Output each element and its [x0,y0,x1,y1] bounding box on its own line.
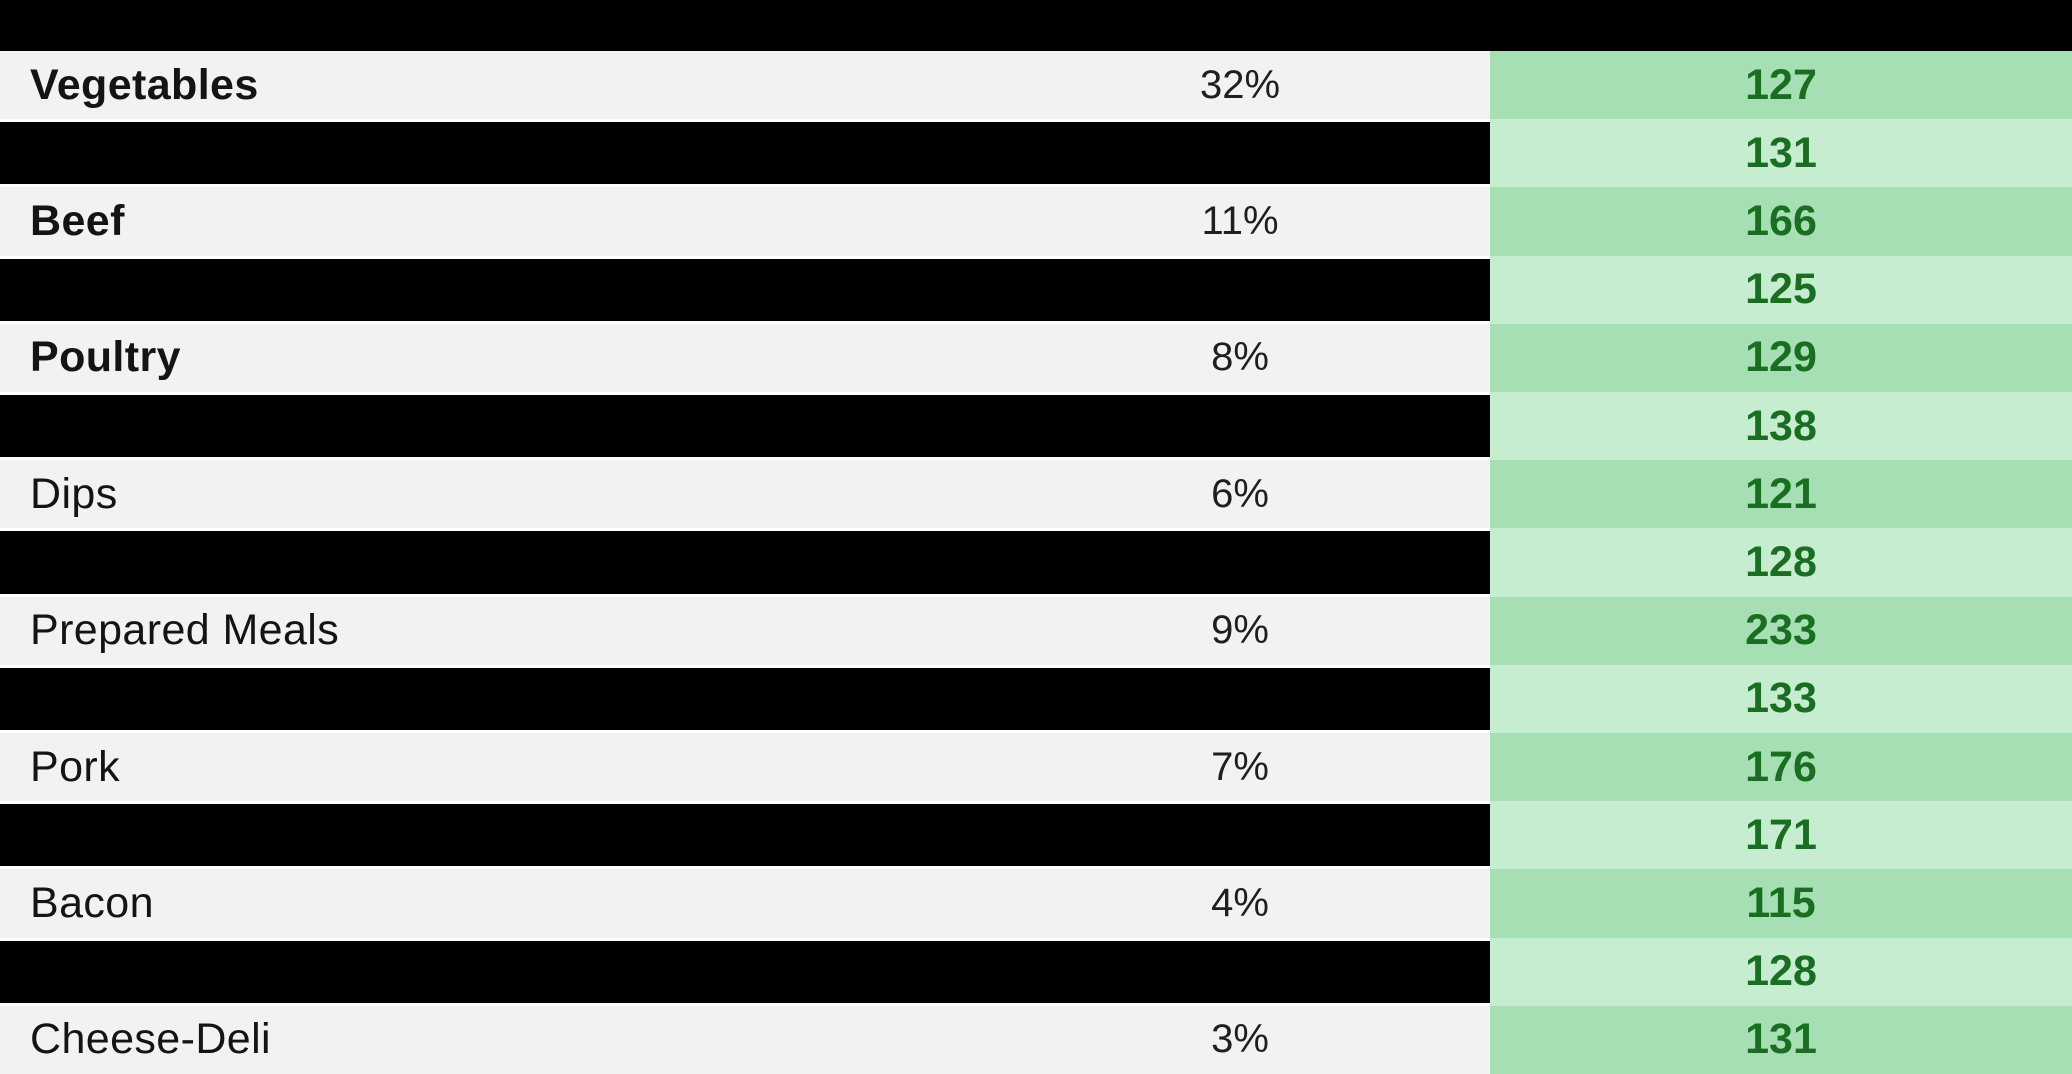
count-value: 131 [1490,1005,2072,1074]
count-value: 127 [1490,51,2072,120]
count-value: 233 [1490,596,2072,665]
category-label: Bacon [30,879,154,928]
percent-value: 4% [1211,881,1269,926]
redacted-bar [0,664,1490,734]
count-value: 133 [1490,664,2072,734]
redacted-bar [0,119,1490,188]
table-row: Pork 7% 176 [0,733,2072,802]
category-label: Beef [30,197,125,245]
category-cell: Bacon 4% [0,869,1490,938]
count-value: 171 [1490,801,2072,870]
percent-value: 7% [1211,744,1269,789]
table-row: Vegetables 32% 127 [0,51,2072,120]
table-row: 125 [0,255,2072,324]
category-cell: Dips 6% [0,460,1490,529]
table-row: 133 [0,664,2072,734]
count-value: 176 [1490,733,2072,802]
percent-value: 6% [1211,471,1269,516]
count-value: 125 [1490,255,2072,324]
table-row: Prepared Meals 9% 233 [0,596,2072,665]
category-label: Vegetables [30,60,259,109]
count-value: 128 [1490,528,2072,597]
category-cell: Poultry 8% [0,323,1490,393]
category-cell: Cheese-Deli 3% [0,1005,1490,1074]
count-value: 121 [1490,460,2072,529]
redacted-bar [0,392,1490,461]
percent-value: 8% [1211,335,1269,380]
percent-value: 32% [1199,62,1281,107]
table-row: Cheese-Deli 3% 131 [0,1005,2072,1074]
table-row: 128 [0,937,2072,1006]
table-row: 138 [0,392,2072,461]
category-cell: Vegetables 32% [0,51,1490,120]
table-row: Beef 11% 166 [0,187,2072,256]
count-value: 128 [1490,937,2072,1006]
count-value: 138 [1490,392,2072,461]
category-label: Dips [30,469,118,518]
header-bar [0,0,2072,51]
percent-value: 9% [1211,608,1269,653]
percent-value: 3% [1211,1017,1269,1062]
category-cell: Pork 7% [0,733,1490,802]
redacted-bar [0,801,1490,870]
table-body: Vegetables 32% 127 131 Beef 11% 166 125 … [0,51,2072,1074]
table-row: Bacon 4% 115 [0,869,2072,938]
table-row: 128 [0,528,2072,597]
count-value: 129 [1490,323,2072,393]
table-row: 131 [0,119,2072,188]
table-row: 171 [0,801,2072,870]
count-value: 166 [1490,187,2072,256]
count-value: 115 [1490,869,2072,938]
category-label: Poultry [30,333,181,382]
category-label: Cheese-Deli [30,1015,272,1064]
redacted-bar [0,255,1490,324]
table-row: Poultry 8% 129 [0,323,2072,393]
redacted-bar [0,937,1490,1006]
category-label: Pork [30,742,121,791]
category-cell: Beef 11% [0,187,1490,256]
table-row: Dips 6% 121 [0,460,2072,529]
percent-value: 11% [1201,199,1279,243]
count-value: 131 [1490,119,2072,188]
redacted-bar [0,528,1490,597]
category-cell: Prepared Meals 9% [0,596,1490,665]
category-label: Prepared Meals [30,606,340,655]
